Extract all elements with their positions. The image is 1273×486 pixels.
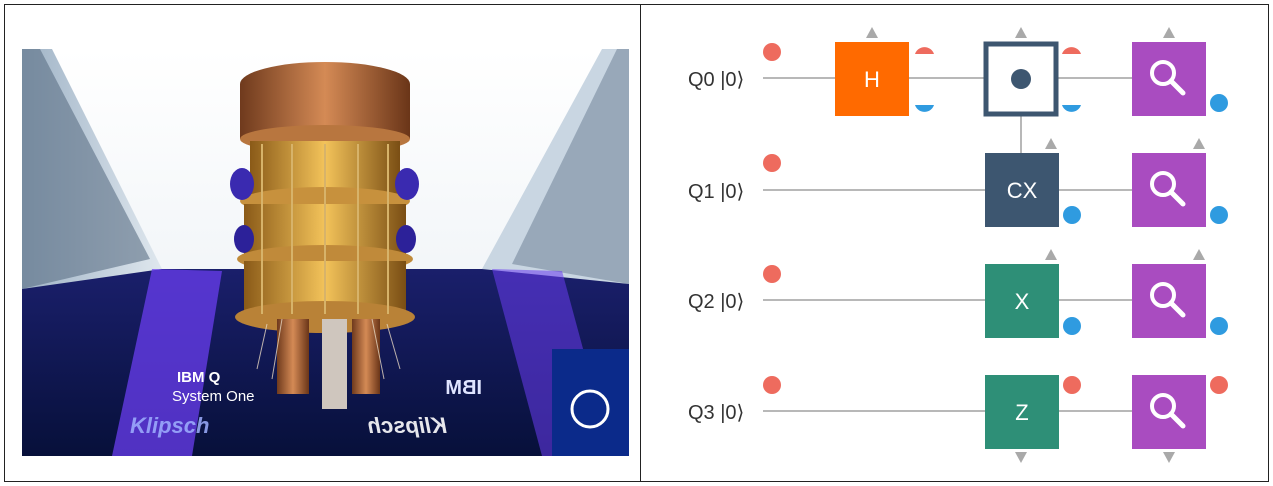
state-dot-q3 <box>763 376 781 394</box>
magnifier-icon-handle <box>1168 78 1186 96</box>
magnifier-icon <box>1150 60 1176 86</box>
cx-output-red-half <box>1062 47 1081 54</box>
photo-caption-line1: IBM Q <box>177 369 221 386</box>
qubit-label-q2: Q2 |0⟩ <box>688 291 744 313</box>
measure-q3-red-dot <box>1210 376 1228 394</box>
photo-illustration: IBM Q System One Klipsch Klipsch IBM <box>22 49 629 456</box>
measure-q1-blue-dot <box>1210 206 1228 224</box>
measure-q2-up-arrow <box>1193 249 1205 260</box>
cx-control-up-arrow <box>1015 27 1027 38</box>
magnifier-icon <box>1150 393 1176 419</box>
measure-q2-blue-dot <box>1210 317 1228 335</box>
magnifier-icon-handle <box>1168 300 1186 318</box>
h-gate-up-arrow <box>866 27 878 38</box>
h-output-blue-half <box>915 105 934 112</box>
qubit-label-q0: Q0 |0⟩ <box>688 69 744 91</box>
z-gate-down-arrow <box>1015 452 1027 463</box>
measure-q3-down-arrow <box>1163 452 1175 463</box>
measure-gate-q1[interactable] <box>1132 138 1228 227</box>
ibm-q-system-one-photo: IBM Q System One Klipsch Klipsch IBM <box>22 49 629 456</box>
magnifier-icon <box>1150 171 1176 197</box>
measure-gate-q0[interactable] <box>1132 27 1228 116</box>
panel-divider <box>640 4 641 482</box>
z-gate-label: Z <box>1015 400 1028 425</box>
cx-target-gate[interactable]: CX <box>985 138 1081 227</box>
measure-gate-q3[interactable] <box>1132 375 1228 463</box>
measure-q1-up-arrow <box>1193 138 1205 149</box>
h-output-red-half <box>915 47 934 54</box>
qubit-label-q3: Q3 |0⟩ <box>688 402 744 424</box>
cx-target-up-arrow <box>1045 138 1057 149</box>
photo-caption-line2: System One <box>172 388 255 405</box>
x-gate-blue-dot <box>1063 317 1081 335</box>
state-dot-q0 <box>763 43 781 61</box>
qubit-wires <box>763 77 1206 412</box>
cx-output-blue-half <box>1062 105 1081 112</box>
cx-target-blue-dot <box>1063 206 1081 224</box>
circuit-svg: Q0 |0⟩ Q1 |0⟩ Q2 |0⟩ Q3 |0⟩ H <box>688 27 1228 463</box>
h-gate[interactable]: H <box>835 27 934 116</box>
figure-frame <box>4 4 1269 482</box>
magnifier-icon <box>1150 282 1176 308</box>
magnifier-icon-handle <box>1168 189 1186 207</box>
photo-ibm-logo: IBM <box>445 377 482 399</box>
z-gate-red-dot <box>1063 376 1081 394</box>
magnifier-icon-handle <box>1168 411 1186 429</box>
measure-q0-up-arrow <box>1163 27 1175 38</box>
state-dot-q2 <box>763 265 781 283</box>
qubit-label-q1: Q1 |0⟩ <box>688 181 744 203</box>
quantum-circuit: Q0 |0⟩ Q1 |0⟩ Q2 |0⟩ Q3 |0⟩ H <box>641 5 1268 481</box>
x-gate-label: X <box>1015 289 1030 314</box>
h-gate-label: H <box>864 67 880 92</box>
measure-gate-q2[interactable] <box>1132 249 1228 338</box>
cx-control-dot <box>1011 69 1031 89</box>
photo-brand-right: Klipsch <box>368 413 447 438</box>
x-gate-up-arrow <box>1045 249 1057 260</box>
cx-control[interactable] <box>983 27 1081 117</box>
measure-q0-blue-dot <box>1210 94 1228 112</box>
z-gate[interactable]: Z <box>985 375 1081 463</box>
state-dot-q1 <box>763 154 781 172</box>
cx-gate-label: CX <box>1007 178 1038 203</box>
x-gate[interactable]: X <box>985 249 1081 338</box>
initial-state-dots <box>763 43 781 394</box>
photo-brand-left: Klipsch <box>130 413 209 438</box>
